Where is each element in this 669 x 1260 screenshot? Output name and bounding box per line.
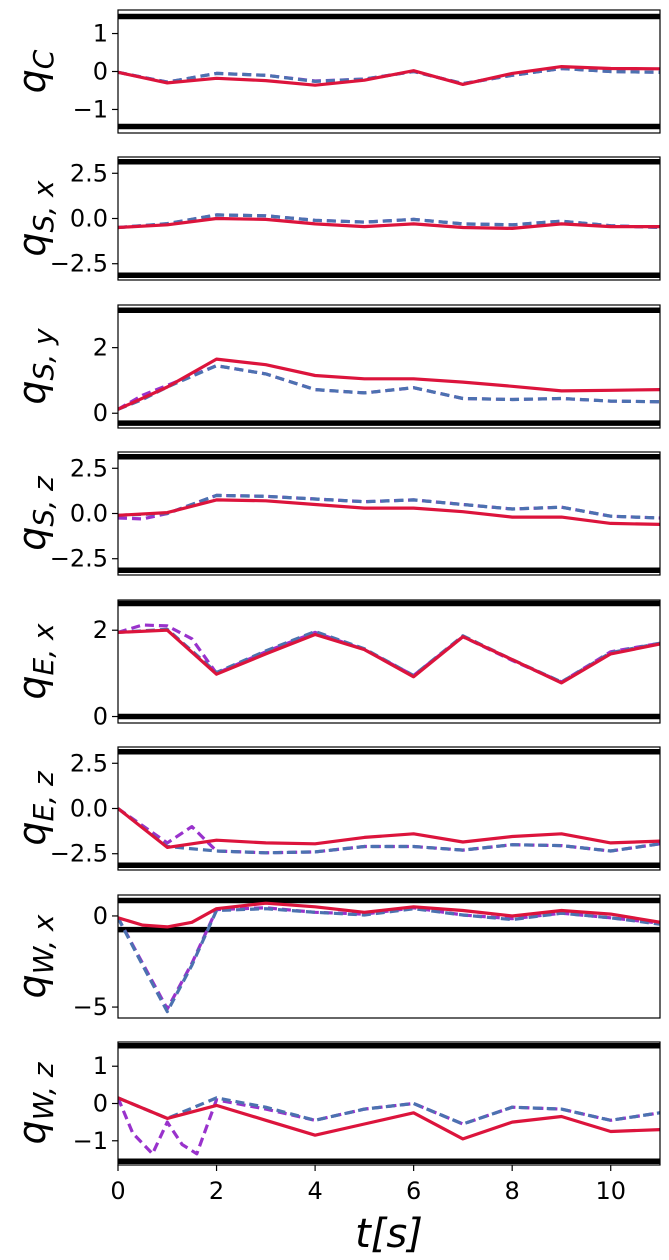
series-red-solid bbox=[118, 216, 660, 230]
y-axis-label: qS, z bbox=[10, 475, 60, 551]
y-tick-label: 0.0 bbox=[70, 500, 108, 528]
subplot-6: −2.5 0.0 2.5 qE, z bbox=[10, 746, 661, 871]
y-tick-label: 1 bbox=[93, 1052, 108, 1080]
series-blue-dashed bbox=[118, 213, 660, 230]
axes-frame bbox=[117, 894, 661, 1019]
y-tick-label: 0 bbox=[93, 1090, 108, 1118]
subplot-4: −2.5 0.0 2.5 qS, z bbox=[10, 451, 661, 576]
series-red-solid bbox=[118, 901, 660, 929]
series-purple-dashed bbox=[118, 906, 660, 1011]
x-tick-label: 0 bbox=[110, 1177, 125, 1205]
y-tick-label: 2.5 bbox=[70, 454, 108, 482]
series-blue-dashed bbox=[118, 807, 660, 855]
y-axis-label-main: q bbox=[10, 974, 54, 998]
subplot-1: −1 0 1 qC bbox=[10, 9, 661, 134]
axes-frame bbox=[117, 451, 661, 576]
y-axis-label-subscript: E, x bbox=[27, 623, 60, 675]
subplot-7: −5 0 qW, x bbox=[10, 894, 661, 1021]
y-tick-label: 2.5 bbox=[70, 749, 108, 777]
y-tick-label: −2.5 bbox=[50, 545, 108, 573]
series-blue-dashed bbox=[118, 364, 660, 411]
y-tick-label: 1 bbox=[93, 20, 108, 48]
series-blue-dashed bbox=[118, 907, 660, 1014]
axes-frame bbox=[117, 599, 661, 724]
series-red-solid bbox=[118, 64, 660, 87]
series-blue-dashed bbox=[118, 493, 660, 520]
axes-frame bbox=[117, 746, 661, 871]
y-axis-label-main: q bbox=[10, 675, 54, 699]
y-axis-label-main: q bbox=[10, 381, 54, 405]
subplot-3: 0 2 qS, y bbox=[10, 304, 661, 429]
x-tick-label: 2 bbox=[209, 1177, 224, 1205]
y-axis-label: qC bbox=[10, 49, 60, 93]
axes-frame bbox=[117, 156, 661, 281]
y-axis-label-subscript: S, x bbox=[27, 180, 60, 233]
x-axis-label: t[s] bbox=[355, 1211, 423, 1257]
y-tick-label: 0.0 bbox=[70, 795, 108, 823]
series-red-solid bbox=[118, 357, 660, 411]
y-tick-label: −2.5 bbox=[50, 250, 108, 278]
y-tick-label: −1 bbox=[73, 1127, 108, 1155]
x-tick-label: 10 bbox=[595, 1177, 626, 1205]
y-axis-label-subscript: S, z bbox=[27, 475, 60, 527]
y-axis-label-main: q bbox=[10, 527, 54, 551]
y-axis-label-main: q bbox=[10, 822, 54, 846]
y-axis-label-subscript: W, z bbox=[27, 1061, 60, 1120]
y-axis-label: qW, z bbox=[10, 1061, 60, 1144]
y-tick-label: −1 bbox=[73, 95, 108, 123]
y-tick-label: 0 bbox=[93, 703, 108, 731]
subplot-2: −2.5 0.0 2.5 qS, x bbox=[10, 156, 661, 281]
y-axis-label-subscript: W, x bbox=[27, 914, 60, 974]
y-axis-label-main: q bbox=[10, 1120, 54, 1144]
subplot-5: 0 2 qE, x bbox=[10, 599, 661, 731]
y-axis-label: qE, z bbox=[10, 770, 60, 846]
y-tick-label: 0 bbox=[93, 58, 108, 86]
y-axis-label-subscript: E, z bbox=[27, 770, 60, 821]
y-tick-label: −5 bbox=[73, 993, 108, 1021]
y-tick-label: 0 bbox=[93, 399, 108, 427]
series-red-solid bbox=[118, 807, 660, 850]
y-tick-label: −2.5 bbox=[50, 840, 108, 868]
series-red-solid bbox=[118, 498, 660, 526]
series-red-solid bbox=[118, 1096, 660, 1141]
y-axis-label-subscript: S, y bbox=[27, 328, 60, 381]
x-tick-label: 4 bbox=[307, 1177, 322, 1205]
y-axis-label-subscript: C bbox=[27, 49, 60, 69]
y-axis-label: qE, x bbox=[10, 623, 60, 700]
y-axis-label: qS, y bbox=[10, 328, 60, 405]
axes-frame bbox=[117, 304, 661, 429]
y-axis-label: qW, x bbox=[10, 914, 60, 998]
y-tick-label: 2 bbox=[93, 334, 108, 362]
y-tick-label: 2.5 bbox=[70, 159, 108, 187]
y-tick-label: 0.0 bbox=[70, 205, 108, 233]
y-tick-label: 0 bbox=[93, 902, 108, 930]
series-blue-dashed bbox=[118, 1096, 660, 1126]
x-tick-label: 6 bbox=[406, 1177, 421, 1205]
axes-frame bbox=[117, 9, 661, 134]
y-axis-label-main: q bbox=[10, 233, 54, 257]
y-axis-label-main: q bbox=[10, 69, 54, 93]
series-red-solid bbox=[118, 628, 660, 685]
y-axis-label: qS, x bbox=[10, 180, 60, 257]
y-tick-label: 2 bbox=[93, 616, 108, 644]
x-tick-label: 8 bbox=[505, 1177, 520, 1205]
